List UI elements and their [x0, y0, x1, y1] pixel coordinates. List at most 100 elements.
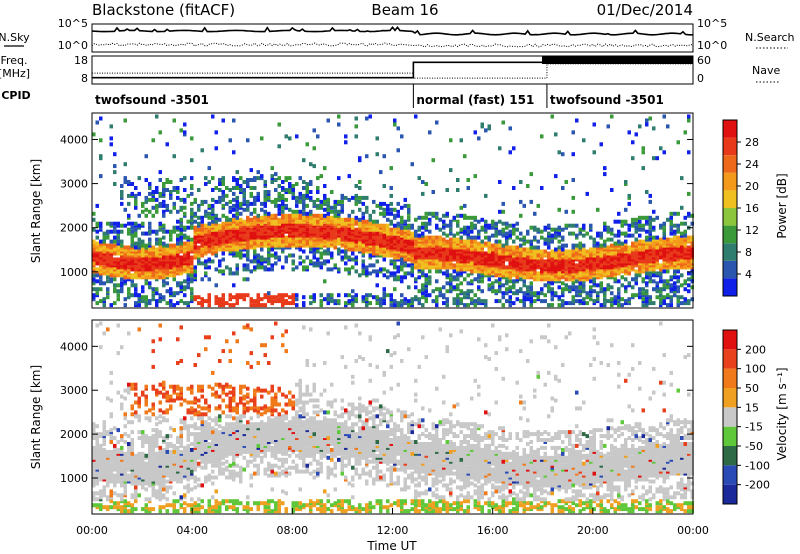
- heatmap-cell: [253, 195, 257, 200]
- heatmap-cell: [561, 259, 565, 264]
- heatmap-cell: [123, 279, 127, 284]
- heatmap-cell: [109, 434, 113, 439]
- heatmap-cell: [109, 428, 113, 433]
- heatmap-cell: [669, 237, 673, 242]
- heatmap-cell: [610, 297, 614, 302]
- heatmap-cell: [176, 209, 180, 214]
- heatmap-cell: [92, 239, 96, 244]
- heatmap-cell: [92, 277, 96, 282]
- heatmap-cell: [659, 263, 663, 268]
- heatmap-cell: [578, 273, 582, 278]
- heatmap-cell: [627, 233, 631, 238]
- heatmap-cell: [141, 209, 145, 214]
- heatmap-cell: [470, 221, 474, 226]
- heatmap-cell: [491, 219, 495, 224]
- heatmap-cell: [151, 205, 155, 210]
- heatmap-cell: [95, 503, 99, 508]
- heatmap-cell: [260, 241, 264, 246]
- heatmap-cell: [634, 217, 638, 222]
- heatmap-cell: [246, 235, 250, 240]
- heatmap-cell: [120, 345, 124, 350]
- heatmap-cell: [396, 201, 400, 206]
- heatmap-cell: [326, 293, 330, 298]
- heatmap-cell: [239, 255, 243, 260]
- heatmap-cell: [582, 301, 586, 306]
- heatmap-cell: [127, 193, 131, 198]
- heatmap-cell: [529, 172, 533, 177]
- heatmap-cell: [109, 457, 113, 462]
- heatmap-cell: [218, 217, 222, 222]
- heatmap-cell: [305, 203, 309, 208]
- heatmap-cell: [687, 271, 691, 276]
- heatmap-cell: [326, 207, 330, 212]
- heatmap-cell: [424, 235, 428, 240]
- heatmap-cell: [501, 201, 505, 206]
- heatmap-cell: [284, 188, 288, 192]
- heatmap-cell: [232, 223, 236, 228]
- heatmap-cell: [470, 239, 474, 244]
- heatmap-cell: [267, 247, 271, 252]
- heatmap-cell: [228, 231, 232, 236]
- heatmap-cell: [123, 245, 127, 250]
- heatmap-cell: [617, 229, 621, 234]
- heatmap-cell: [186, 269, 190, 274]
- heatmap-cell: [494, 299, 498, 304]
- heatmap-cell: [676, 295, 680, 300]
- heatmap-cell: [204, 199, 208, 204]
- heatmap-cell: [575, 293, 579, 298]
- heatmap-cell: [365, 116, 369, 121]
- heatmap-cell: [284, 219, 288, 224]
- heatmap-cell: [438, 241, 442, 246]
- heatmap-cell: [361, 215, 365, 220]
- heatmap-cell: [659, 279, 663, 284]
- heatmap-cell: [634, 281, 638, 286]
- heatmap-cell: [116, 293, 120, 298]
- heatmap-cell: [109, 370, 113, 375]
- heatmap-cell: [116, 447, 120, 452]
- heatmap-cell: [158, 299, 162, 304]
- heatmap-cell: [368, 263, 372, 268]
- heatmap-cell: [508, 303, 512, 308]
- heatmap-cell: [312, 261, 316, 266]
- heatmap-cell: [288, 219, 292, 224]
- heatmap-cell: [319, 221, 323, 226]
- heatmap-cell: [340, 249, 344, 254]
- heatmap-cell: [218, 223, 222, 228]
- heatmap-cell: [571, 231, 575, 236]
- heatmap-cell: [505, 239, 509, 244]
- heatmap-cell: [221, 257, 225, 262]
- heatmap-cell: [690, 297, 694, 302]
- heatmap-cell: [179, 249, 183, 254]
- heatmap-cell: [669, 243, 673, 248]
- heatmap-cell: [435, 239, 439, 244]
- heatmap-cell: [246, 257, 250, 262]
- heatmap-cell: [414, 217, 418, 222]
- heatmap-cell: [176, 291, 180, 296]
- heatmap-cell: [393, 261, 397, 266]
- heatmap-cell: [337, 209, 341, 214]
- heatmap-cell: [568, 231, 572, 236]
- heatmap-cell: [109, 499, 113, 504]
- heatmap-cell: [652, 209, 656, 214]
- heatmap-cell: [396, 148, 400, 153]
- heatmap-cell: [179, 235, 183, 240]
- heatmap-cell: [183, 257, 187, 262]
- heatmap-cell: [690, 259, 694, 264]
- heatmap-cell: [270, 295, 274, 300]
- heatmap-cell: [568, 223, 572, 228]
- heatmap-cell: [442, 257, 446, 262]
- heatmap-cell: [225, 193, 229, 198]
- heatmap-cell: [319, 199, 323, 204]
- heatmap-cell: [417, 176, 421, 181]
- heatmap-cell: [270, 231, 274, 236]
- cpid-row: twofsound -3501 normal (fast) 151 twofsoun…: [95, 84, 664, 108]
- heatmap-cell: [130, 451, 134, 456]
- heatmap-cell: [372, 241, 376, 246]
- noise-right-tick-bottom: 10^0: [697, 39, 727, 52]
- heatmap-cell: [288, 190, 292, 194]
- heatmap-cell: [575, 285, 579, 290]
- heatmap-cell: [396, 275, 400, 280]
- heatmap-cell: [547, 285, 551, 290]
- heatmap-cell: [183, 122, 187, 127]
- heatmap-cell: [274, 251, 278, 256]
